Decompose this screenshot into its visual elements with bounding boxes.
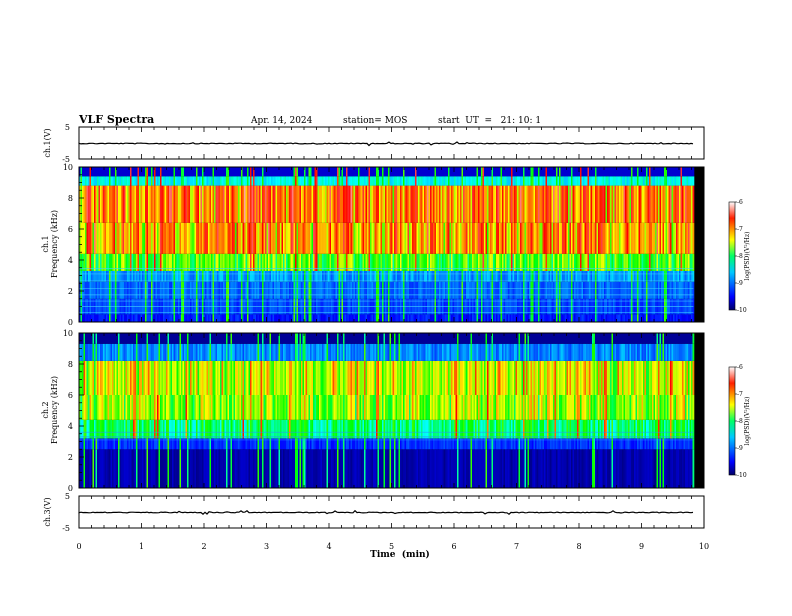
- ch1-ytick-top: 5: [65, 123, 70, 132]
- colorbar-tick-label: -8: [737, 253, 743, 260]
- spectrogram-cell: [693, 223, 695, 254]
- ch2-spectrogram-image: [79, 333, 694, 488]
- ch1-voltage-ylabel: ch.1(V): [43, 128, 52, 157]
- frequency-tick-label: 10: [63, 163, 73, 172]
- frequency-tick-label: 6: [68, 225, 73, 234]
- colorbar-tick-label: -7: [737, 226, 743, 233]
- frequency-tick-label: 4: [68, 256, 73, 265]
- colorbar-tick-label: -10: [737, 307, 747, 314]
- frequency-tick-label: 8: [68, 194, 73, 203]
- colorbar-tick-label: -6: [737, 199, 743, 206]
- ch1-frequency-tick-labels: 0 2 4 6 8 10: [63, 163, 73, 327]
- figure-title: VLF Spectra: [78, 113, 154, 126]
- ch1-colorbar-label: log(PSD)(V²/Hz): [744, 232, 751, 281]
- spectrogram-cell: [693, 176, 695, 185]
- ch1-spectrogram-ylabel-frequency: Frequency (kHz): [50, 210, 59, 278]
- colorbar-tick-label: -9: [737, 280, 743, 287]
- ch1-colorbar: -6 -7 -8 -9 -10 log(PSD)(V²/Hz): [729, 199, 751, 314]
- spectrogram-cell: [693, 271, 695, 282]
- ch1-voltage-panel: 5 -5 ch.1(V): [43, 123, 704, 164]
- frequency-tick-label: 2: [68, 287, 73, 296]
- header-date: Apr. 14, 2024: [250, 116, 313, 126]
- spectrogram-cell: [693, 314, 695, 322]
- ch1-colorbar-gradient: [729, 202, 735, 310]
- ch1-spectrogram-ylabel-channel: ch.1: [41, 235, 50, 252]
- ch1-spectrogram-panel: 0 2 4 6 8 10 ch.1 Frequency (kHz) -6 -7 -8 -9 -10…: [41, 163, 751, 327]
- spectrogram-cell: [693, 282, 695, 299]
- spectrogram-cell: [693, 186, 695, 223]
- spectrogram-cell: [693, 167, 695, 176]
- ch1-spectrogram-image: [79, 167, 694, 322]
- frequency-tick-label: 0: [68, 318, 73, 327]
- header-start-time: start UT = 21: 10: 1: [438, 116, 541, 126]
- header-station: station= MOS: [343, 116, 407, 126]
